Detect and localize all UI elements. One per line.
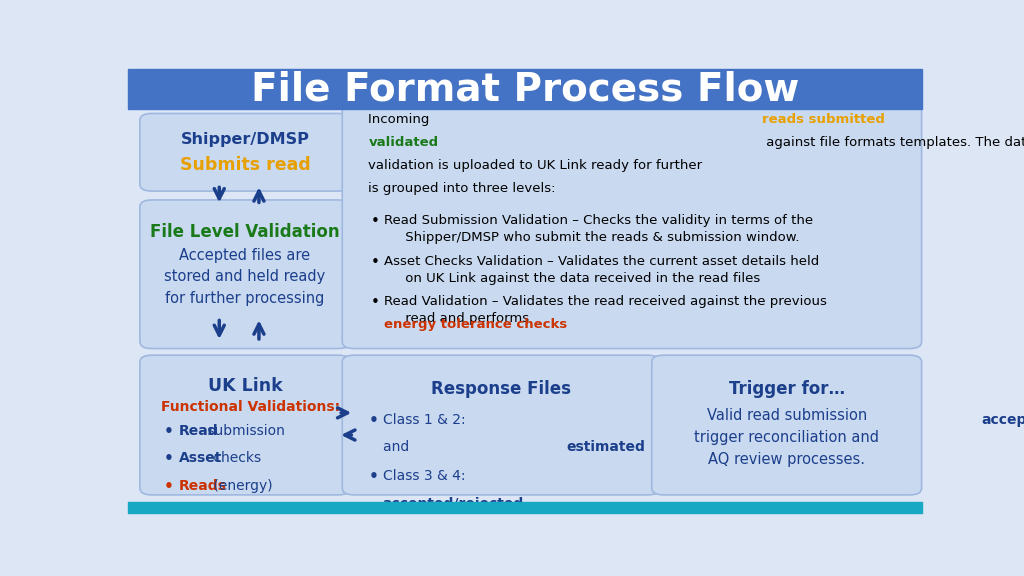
Text: accepted/rejected: accepted/rejected [981, 413, 1024, 427]
Text: •: • [371, 214, 380, 229]
Text: submission: submission [203, 424, 285, 438]
Text: estimated: estimated [567, 440, 646, 454]
Text: Read Submission Validation – Checks the validity in terms of the
     Shipper/DM: Read Submission Validation – Checks the … [384, 214, 813, 244]
Text: Accepted files are
stored and held ready
for further processing: Accepted files are stored and held ready… [165, 248, 326, 306]
Text: •: • [164, 424, 174, 439]
Text: Incoming: Incoming [369, 112, 434, 126]
FancyBboxPatch shape [342, 355, 659, 495]
Text: Asset: Asset [179, 452, 222, 465]
Text: against file formats templates. The data that passes the  initial: against file formats templates. The data… [762, 136, 1024, 149]
Text: •: • [371, 255, 380, 270]
Text: Class 1 & 2:: Class 1 & 2: [383, 413, 470, 427]
Text: Asset Checks Validation – Validates the current asset details held
     on UK Li: Asset Checks Validation – Validates the … [384, 255, 819, 285]
Text: Valid read submission
trigger reconciliation and
AQ review processes.: Valid read submission trigger reconcilia… [694, 408, 880, 467]
Text: (energy): (energy) [209, 479, 272, 493]
Text: File Format Process Flow: File Format Process Flow [251, 70, 799, 108]
Text: Read Validation – Validates the read received against the previous
     read and: Read Validation – Validates the read rec… [384, 295, 827, 325]
Text: Trigger for…: Trigger for… [729, 380, 845, 397]
Text: •: • [369, 413, 378, 428]
Text: energy tolerance checks: energy tolerance checks [384, 319, 567, 331]
Text: •: • [164, 452, 174, 467]
Text: •: • [369, 469, 378, 484]
FancyBboxPatch shape [342, 89, 922, 348]
Text: checks: checks [209, 452, 261, 465]
Bar [128, 69, 922, 109]
FancyBboxPatch shape [140, 355, 350, 495]
Text: Reads: Reads [179, 479, 226, 493]
Text: validated: validated [369, 136, 438, 149]
Text: •: • [164, 479, 174, 494]
Text: Read: Read [179, 424, 218, 438]
Text: is grouped into three levels:: is grouped into three levels: [369, 182, 556, 195]
Bar [128, 502, 922, 513]
Text: accepted/rejected: accepted/rejected [383, 497, 524, 511]
FancyBboxPatch shape [652, 355, 922, 495]
Text: File Level Validation: File Level Validation [151, 223, 340, 241]
Text: and: and [383, 440, 414, 454]
Text: Submits read: Submits read [179, 156, 310, 174]
FancyBboxPatch shape [140, 113, 350, 191]
Text: Class 3 & 4:: Class 3 & 4: [383, 469, 465, 483]
Text: •: • [371, 295, 380, 310]
Text: Response Files: Response Files [431, 380, 571, 397]
Text: validation is uploaded to UK Link ready for further: validation is uploaded to UK Link ready … [369, 159, 707, 172]
Text: reads submitted: reads submitted [762, 112, 885, 126]
FancyBboxPatch shape [140, 200, 350, 348]
Text: Functional Validations:: Functional Validations: [162, 400, 340, 414]
Text: UK Link: UK Link [208, 377, 283, 395]
Text: Shipper/DMSP: Shipper/DMSP [180, 132, 309, 147]
